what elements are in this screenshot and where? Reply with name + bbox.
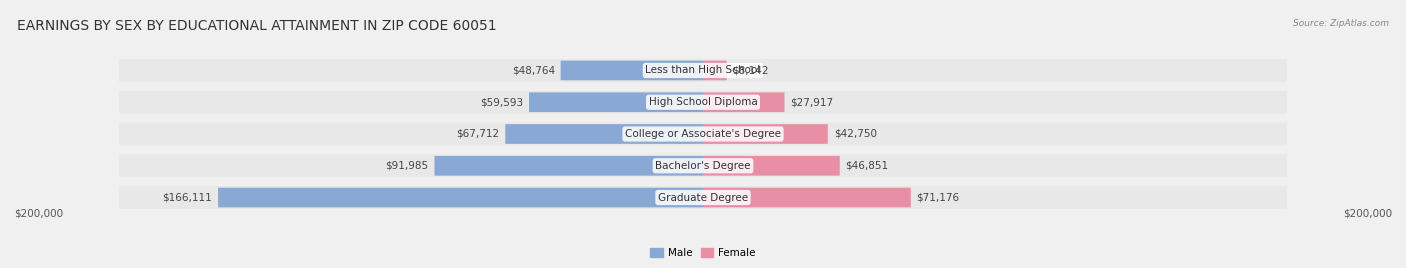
FancyBboxPatch shape — [120, 59, 1286, 82]
Text: EARNINGS BY SEX BY EDUCATIONAL ATTAINMENT IN ZIP CODE 60051: EARNINGS BY SEX BY EDUCATIONAL ATTAINMEN… — [17, 19, 496, 33]
FancyBboxPatch shape — [120, 91, 1286, 114]
Text: $42,750: $42,750 — [834, 129, 876, 139]
FancyBboxPatch shape — [120, 122, 1286, 146]
Text: $27,917: $27,917 — [790, 97, 834, 107]
Text: $200,000: $200,000 — [14, 208, 63, 218]
FancyBboxPatch shape — [434, 156, 703, 176]
FancyBboxPatch shape — [703, 188, 911, 207]
Text: Graduate Degree: Graduate Degree — [658, 192, 748, 203]
Text: College or Associate's Degree: College or Associate's Degree — [626, 129, 780, 139]
FancyBboxPatch shape — [218, 188, 703, 207]
FancyBboxPatch shape — [703, 61, 727, 80]
FancyBboxPatch shape — [120, 154, 1286, 177]
FancyBboxPatch shape — [561, 61, 703, 80]
FancyBboxPatch shape — [703, 92, 785, 112]
Text: $59,593: $59,593 — [479, 97, 523, 107]
FancyBboxPatch shape — [505, 124, 703, 144]
Text: $71,176: $71,176 — [917, 192, 960, 203]
Text: $46,851: $46,851 — [845, 161, 889, 171]
FancyBboxPatch shape — [120, 186, 1286, 209]
Text: $91,985: $91,985 — [385, 161, 429, 171]
Text: $166,111: $166,111 — [163, 192, 212, 203]
Text: Less than High School: Less than High School — [645, 65, 761, 76]
Legend: Male, Female: Male, Female — [645, 244, 761, 263]
Text: Bachelor's Degree: Bachelor's Degree — [655, 161, 751, 171]
FancyBboxPatch shape — [703, 156, 839, 176]
Text: High School Diploma: High School Diploma — [648, 97, 758, 107]
Text: Source: ZipAtlas.com: Source: ZipAtlas.com — [1294, 19, 1389, 28]
FancyBboxPatch shape — [529, 92, 703, 112]
Text: $200,000: $200,000 — [1343, 208, 1392, 218]
Text: $8,142: $8,142 — [733, 65, 769, 76]
Text: $67,712: $67,712 — [457, 129, 499, 139]
FancyBboxPatch shape — [703, 124, 828, 144]
Text: $48,764: $48,764 — [512, 65, 555, 76]
